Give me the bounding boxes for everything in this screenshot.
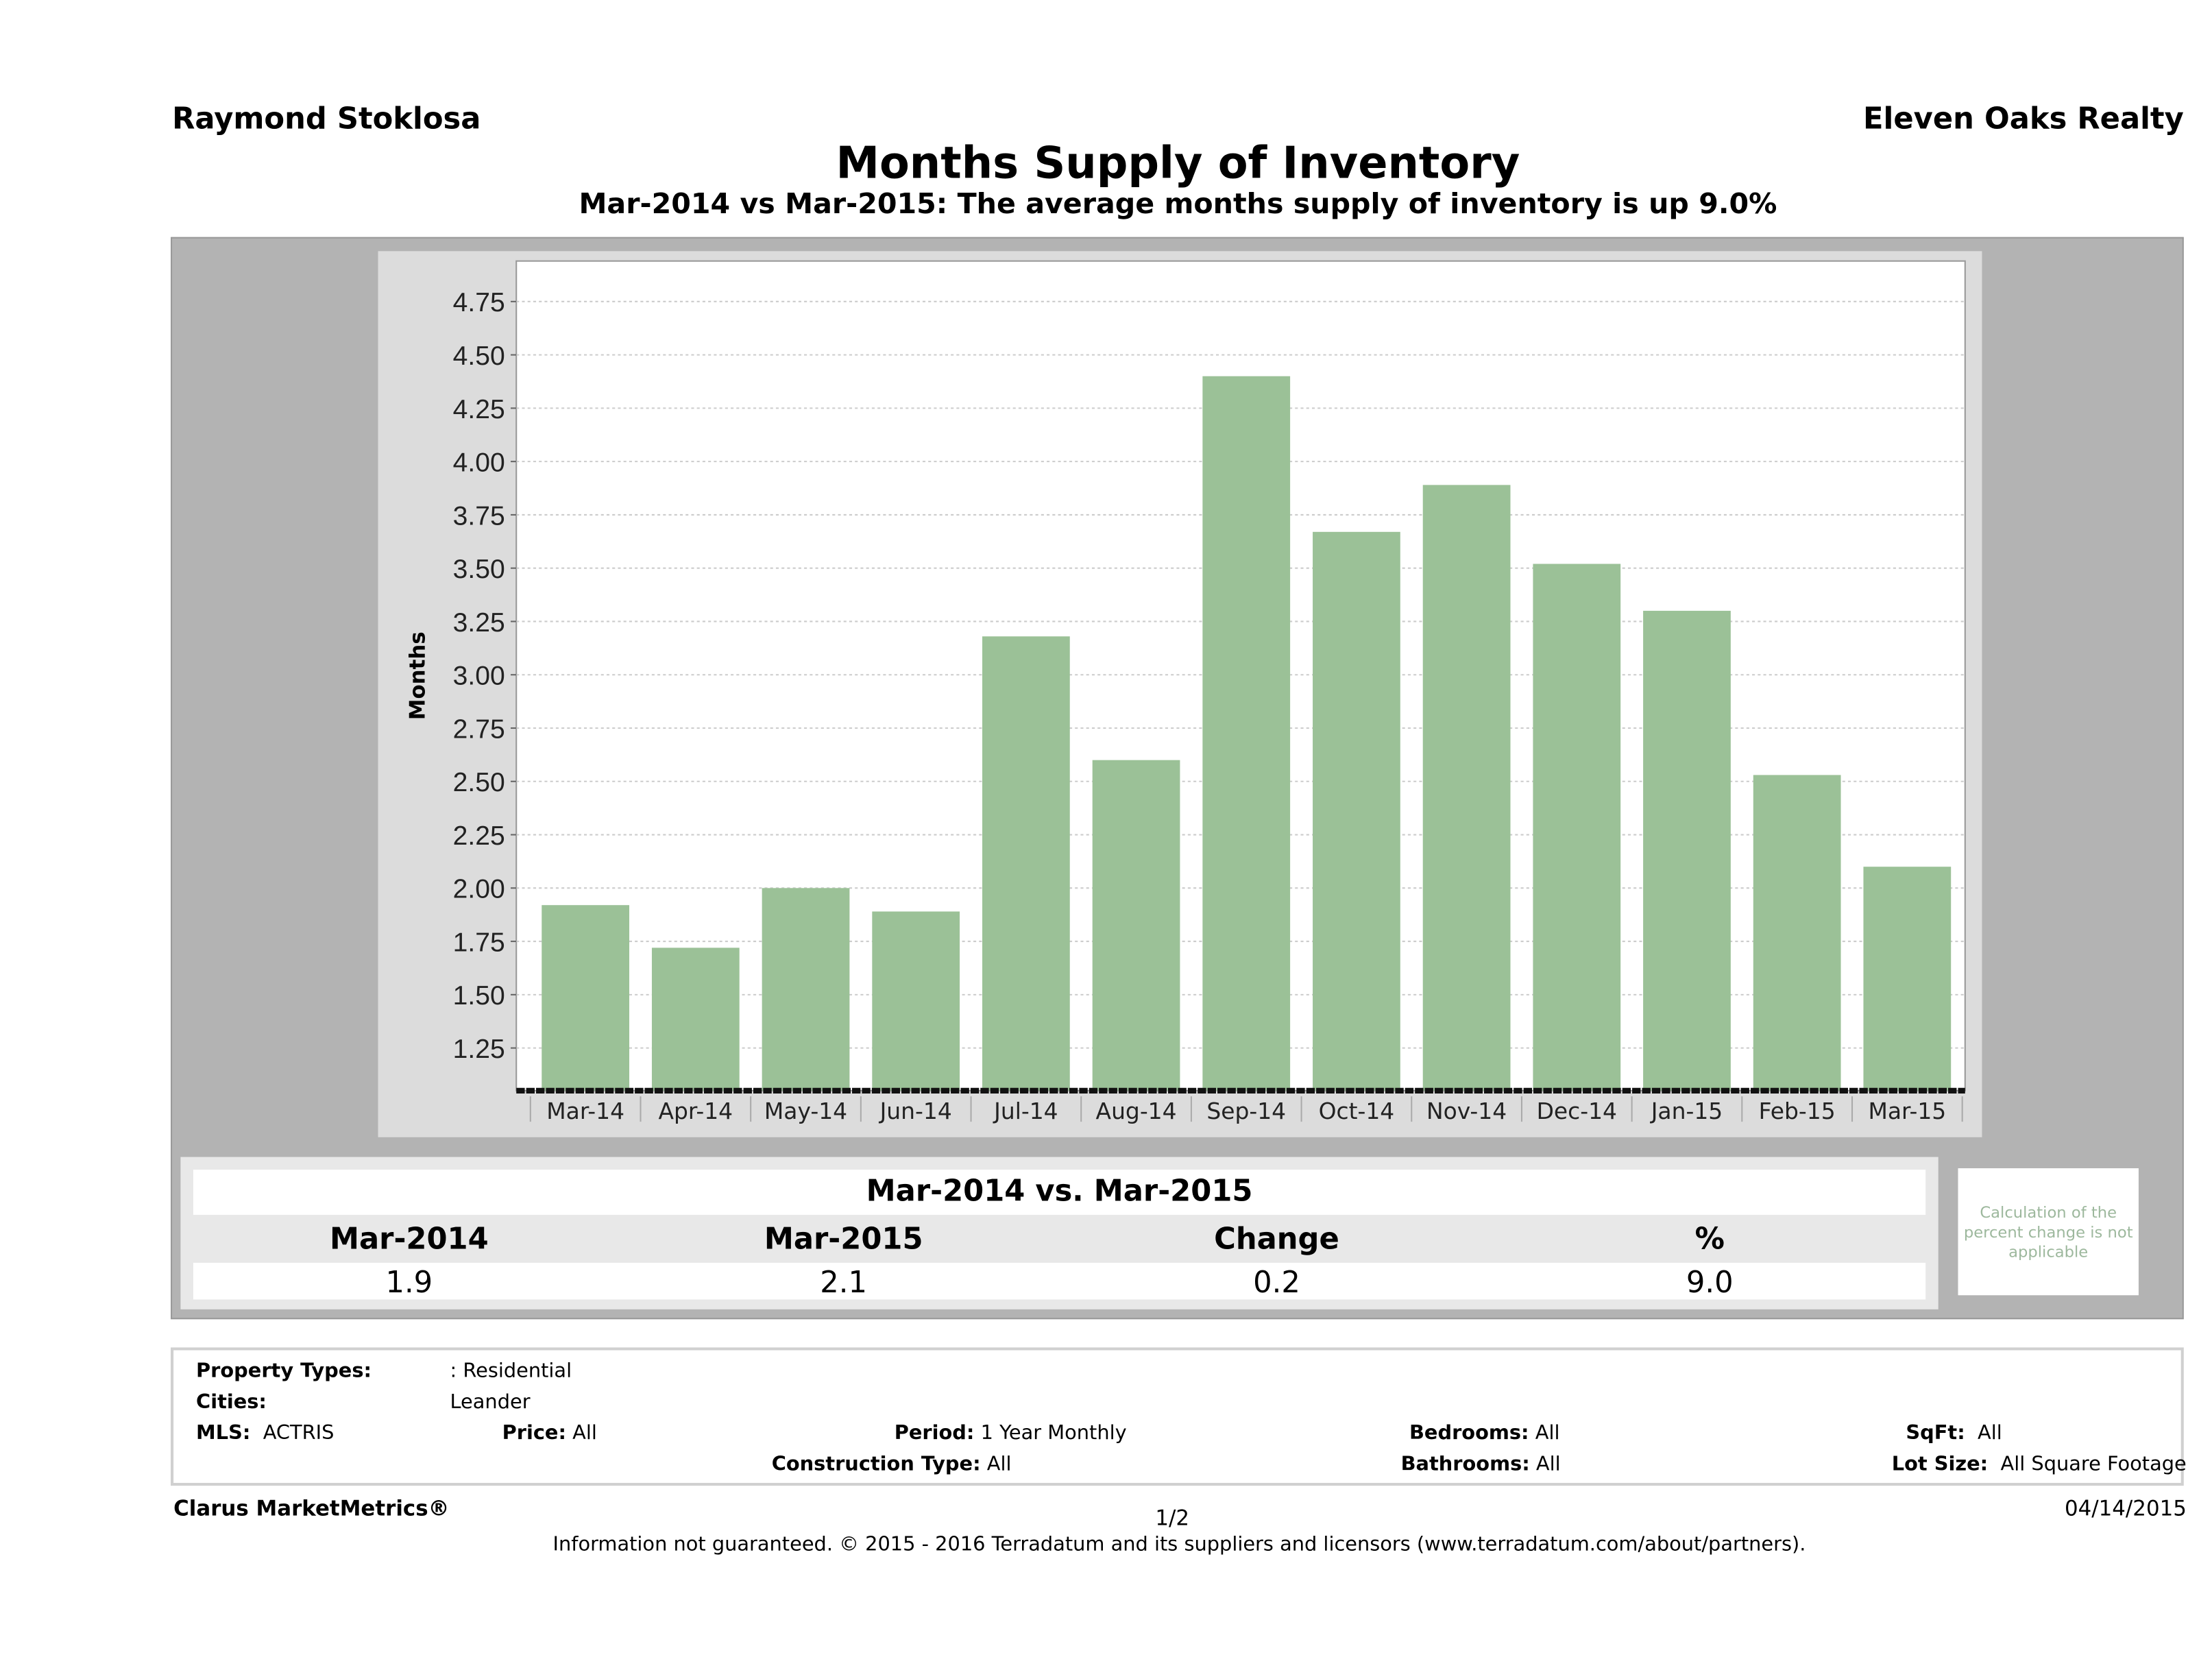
disclaimer: Information not guaranteed. © 2015 - 201… <box>552 1534 1806 1556</box>
col-header: Mar-2015 <box>764 1222 923 1256</box>
value: All <box>572 1422 597 1445</box>
x-tick-label: Mar-14 <box>546 1098 624 1124</box>
bar <box>1313 531 1400 1091</box>
label: MLS: <box>196 1422 251 1445</box>
y-tick-label: 3.50 <box>453 555 505 584</box>
value: ACTRIS <box>263 1422 335 1445</box>
y-tick-label: 3.25 <box>453 608 505 638</box>
value-cell: 2.1 <box>820 1266 868 1300</box>
value: : Residential <box>450 1360 572 1383</box>
bar-chart: 1.25 1.50 1.75 2.00 2.25 2.50 2.75 3.00 3.25 3.50… <box>405 260 1966 1124</box>
y-tick-label: 4.50 <box>453 341 505 371</box>
y-tick-label: 4.00 <box>453 448 505 478</box>
bar <box>1863 867 1952 1091</box>
bar <box>1422 485 1511 1091</box>
y-tick-label: 2.50 <box>453 768 505 797</box>
filters-box: Property Types: : Residential Cities: Le… <box>171 1347 2187 1486</box>
value: Leander <box>450 1391 531 1414</box>
x-tick-label: Oct-14 <box>1319 1098 1395 1124</box>
y-axis-label: Months <box>405 631 430 720</box>
bar <box>982 636 1070 1091</box>
value: All <box>1978 1422 2002 1445</box>
bar <box>762 888 850 1091</box>
x-tick-label: Jun-14 <box>879 1098 952 1124</box>
x-tick-label: Jul-14 <box>993 1098 1058 1124</box>
x-tick-label: Mar-15 <box>1868 1098 1946 1124</box>
brand: Clarus MarketMetrics® <box>173 1495 450 1521</box>
value-cell: 0.2 <box>1253 1266 1300 1300</box>
label: Bedrooms: <box>1409 1422 1529 1445</box>
value: All <box>1535 1422 1560 1445</box>
y-tick-label: 1.25 <box>453 1035 505 1064</box>
agent-name: Raymond Stoklosa <box>172 101 481 136</box>
y-tick-label: 2.25 <box>453 821 505 851</box>
value: 1 Year Monthly <box>980 1422 1127 1445</box>
comparison-heading: Mar-2014 vs. Mar-2015 <box>866 1174 1253 1208</box>
value: All Square Footage <box>2000 1453 2187 1476</box>
label: Period: <box>894 1422 975 1445</box>
label: Bathrooms: <box>1400 1453 1530 1476</box>
y-tick-label: 3.75 <box>453 501 505 531</box>
x-tick-label: Aug-14 <box>1096 1098 1177 1124</box>
comparison-table: Mar-2014 vs. Mar-2015 Mar-2014 Mar-2015 … <box>180 1157 1938 1309</box>
x-tick-label: May-14 <box>764 1098 847 1124</box>
label: Property Types: <box>196 1360 372 1383</box>
value-cell: 1.9 <box>385 1266 433 1300</box>
bar <box>1092 760 1180 1091</box>
y-tick-label: 2.75 <box>453 714 505 744</box>
col-header: Mar-2014 <box>329 1222 489 1256</box>
label: SqFt: <box>1906 1422 1965 1445</box>
x-tick-label: Feb-15 <box>1759 1098 1836 1124</box>
value: All <box>986 1453 1012 1476</box>
label: Price: <box>502 1422 566 1445</box>
x-tick-label: Nov-14 <box>1426 1098 1507 1124</box>
y-tick-label: 1.50 <box>453 981 505 1011</box>
label: Lot Size: <box>1891 1453 1989 1476</box>
x-tick-label: Sep-14 <box>1206 1098 1286 1124</box>
col-header: % <box>1694 1222 1725 1256</box>
y-tick-label: 2.00 <box>453 875 505 904</box>
percent-note: Calculation of the percent change is not… <box>1958 1168 2139 1296</box>
page-title: Months Supply of Inventory <box>836 138 1520 189</box>
value: All <box>1535 1453 1561 1476</box>
col-header: Change <box>1214 1222 1339 1256</box>
bar <box>872 911 960 1091</box>
label: Cities: <box>196 1391 267 1414</box>
value-cell: 9.0 <box>1686 1266 1734 1300</box>
bar <box>651 947 740 1091</box>
x-tick-label: Apr-14 <box>659 1098 733 1124</box>
x-tick-label: Dec-14 <box>1537 1098 1617 1124</box>
x-tick-label: Jan-15 <box>1650 1098 1723 1124</box>
report-date: 04/14/2015 <box>2064 1495 2187 1521</box>
y-tick-label: 4.75 <box>453 288 505 317</box>
y-tick-label: 1.75 <box>453 928 505 957</box>
label: Construction Type: <box>771 1453 981 1476</box>
y-tick-label: 4.25 <box>453 395 505 424</box>
company-name: Eleven Oaks Realty <box>1863 101 2184 136</box>
bar <box>1202 376 1291 1091</box>
bar <box>1643 610 1731 1091</box>
page-subtitle: Mar-2014 vs Mar-2015: The average months… <box>579 186 1777 221</box>
page-number: 1/2 <box>1155 1505 1190 1531</box>
bar <box>1753 775 1841 1091</box>
bar <box>1533 564 1621 1091</box>
y-tick-label: 3.00 <box>453 662 505 691</box>
bar <box>542 905 630 1091</box>
